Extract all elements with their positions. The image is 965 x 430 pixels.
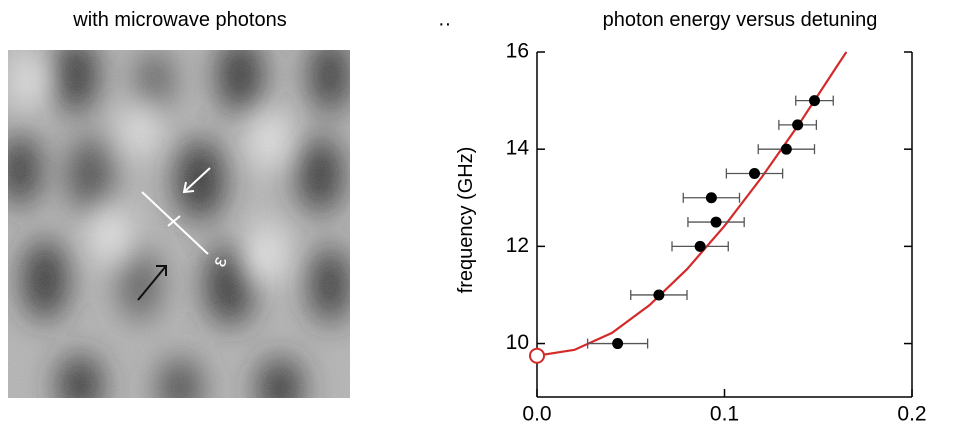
data-point [809, 95, 820, 107]
fit-origin [529, 347, 545, 364]
arrow [137, 265, 167, 301]
data-point [780, 143, 792, 155]
x-tick-label: 0.2 [897, 403, 926, 426]
image-title: with microwave photons [72, 9, 286, 31]
x-tick-label: 0.1 [710, 403, 739, 426]
data-point [749, 167, 760, 179]
data-point [792, 119, 804, 131]
fit-curve [536, 51, 848, 357]
y-tick-label: 16 [506, 40, 529, 63]
data-point [710, 216, 722, 228]
x-tick-label: 0.0 [522, 403, 551, 426]
data-point [612, 338, 624, 350]
y-tick-label: 10 [506, 331, 529, 354]
data-point [653, 289, 665, 301]
data-point [705, 192, 717, 204]
mark: ·· [438, 13, 451, 35]
y-tick-label: 12 [506, 234, 529, 257]
y-tick-label: 14 [506, 137, 530, 160]
micrograph [8, 50, 350, 398]
epsilon-axis [141, 167, 211, 255]
chart-title: photon energy versus detuning [603, 9, 878, 31]
data-point [694, 240, 706, 252]
y-axis-label: frequency (GHz) [455, 147, 477, 294]
